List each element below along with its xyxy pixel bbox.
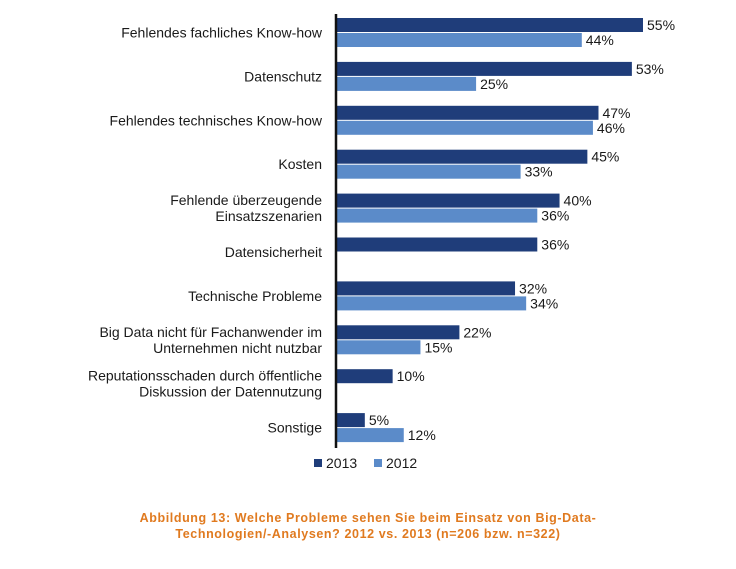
category-label: Datenschutz xyxy=(244,68,322,84)
bar-2012 xyxy=(337,164,521,179)
data-label-2012: 34% xyxy=(530,295,558,311)
data-label-2012: 25% xyxy=(480,76,508,92)
data-label-2012: 12% xyxy=(408,427,436,443)
data-label-2012: 15% xyxy=(424,339,452,355)
category-label: Fehlende überzeugende Einsatzszenarien xyxy=(170,192,322,224)
bar-2013 xyxy=(337,18,643,32)
category-label: Fehlendes technisches Know-how xyxy=(110,112,323,128)
data-label-2013: 40% xyxy=(564,193,592,209)
caption-line-1: Abbildung 13: Welche Probleme sehen Sie … xyxy=(139,511,597,525)
category-label-line: Fehlende überzeugende xyxy=(170,192,322,208)
category-label: Big Data nicht für Fachanwender im Untern… xyxy=(99,324,322,356)
bar-2013 xyxy=(337,369,393,384)
category-label-line: Sonstige xyxy=(268,420,323,436)
bar-2012 xyxy=(337,296,527,311)
data-label-2012: 33% xyxy=(525,164,553,180)
data-label-2013: 22% xyxy=(463,324,491,340)
bar-2012 xyxy=(337,76,477,91)
bar-2012 xyxy=(337,428,404,443)
bar-2012 xyxy=(337,340,421,355)
data-label-2013: 47% xyxy=(602,105,630,121)
category-label-line: Fehlendes technisches Know-how xyxy=(110,112,323,128)
bar-2013 xyxy=(337,325,460,340)
category-label: Kosten xyxy=(278,156,322,172)
category-label-line: Technische Probleme xyxy=(188,288,322,304)
category-label-line: Datensicherheit xyxy=(225,244,322,260)
category-label: Fehlendes fachliches Know-how xyxy=(121,25,323,41)
data-label-2012: 44% xyxy=(586,32,614,48)
data-label-2013: 36% xyxy=(541,237,569,253)
category-label-line: Reputationsschaden durch öffentliche xyxy=(88,368,322,384)
figure-caption: Abbildung 13: Welche Probleme sehen Sie … xyxy=(0,510,736,542)
data-label-2012: 36% xyxy=(541,208,569,224)
category-label-line: Diskussion der Datennutzung xyxy=(139,384,322,400)
legend-swatch-2012 xyxy=(374,459,382,467)
bar-2012 xyxy=(337,33,582,47)
bar-2013 xyxy=(337,237,538,252)
bar-2013 xyxy=(337,149,588,164)
category-label: Datensicherheit xyxy=(225,244,322,260)
category-label-line: Kosten xyxy=(278,156,322,172)
data-label-2013: 45% xyxy=(591,149,619,165)
data-label-2013: 10% xyxy=(397,368,425,384)
legend-label-2012: 2012 xyxy=(386,455,417,471)
data-label-2013: 32% xyxy=(519,280,547,296)
bar-2013 xyxy=(337,193,560,208)
caption-line-2: Technologien/-Analysen? 2012 vs. 2013 (n… xyxy=(175,527,561,541)
data-label-2013: 53% xyxy=(636,61,664,77)
bar-2012 xyxy=(337,120,593,135)
category-label-line: Big Data nicht für Fachanwender im xyxy=(99,324,322,340)
bar-2013 xyxy=(337,281,516,296)
bar-2013 xyxy=(337,61,632,76)
category-label: Sonstige xyxy=(268,420,323,436)
category-label-line: Fehlendes fachliches Know-how xyxy=(121,25,323,41)
category-label-line: Unternehmen nicht nutzbar xyxy=(153,340,322,356)
data-label-2013: 55% xyxy=(647,17,675,33)
category-label: Reputationsschaden durch öffentliche Disk… xyxy=(88,368,322,400)
category-label-line: Datenschutz xyxy=(244,68,322,84)
category-label-line: Einsatzszenarien xyxy=(215,208,322,224)
bar-2012 xyxy=(337,208,538,223)
legend-swatch-2013 xyxy=(314,459,322,467)
legend-label-2013: 2013 xyxy=(326,455,357,471)
bar-2013 xyxy=(337,413,365,428)
bar-2013 xyxy=(337,105,599,120)
data-label-2012: 46% xyxy=(597,120,625,136)
data-label-2013: 5% xyxy=(369,412,389,428)
category-label: Technische Probleme xyxy=(188,288,322,304)
